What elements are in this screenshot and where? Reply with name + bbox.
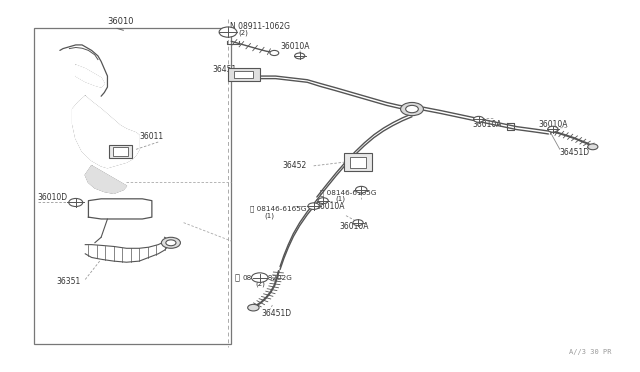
Circle shape — [401, 102, 424, 116]
Text: 36010A: 36010A — [280, 42, 310, 51]
Bar — [109, 145, 132, 158]
Bar — [228, 68, 260, 81]
Text: 08146-8202G: 08146-8202G — [243, 275, 292, 280]
Bar — [113, 147, 128, 155]
Polygon shape — [85, 166, 127, 193]
Text: 36010A: 36010A — [339, 222, 369, 231]
Circle shape — [219, 27, 237, 37]
Bar — [234, 71, 253, 78]
Text: 36451D: 36451D — [560, 148, 590, 157]
Circle shape — [68, 198, 83, 206]
Text: A//3 30 PR: A//3 30 PR — [570, 349, 612, 355]
Text: 36451: 36451 — [212, 65, 236, 74]
Text: 36010A: 36010A — [316, 202, 345, 211]
Text: Ⓑ: Ⓑ — [235, 273, 240, 282]
Circle shape — [220, 28, 236, 36]
Circle shape — [588, 144, 598, 150]
Text: (2): (2) — [239, 30, 249, 36]
Text: (2): (2) — [255, 281, 265, 288]
Circle shape — [254, 274, 266, 281]
Text: (1): (1) — [265, 212, 275, 219]
Circle shape — [166, 240, 176, 246]
Circle shape — [406, 105, 419, 113]
Text: 36010A: 36010A — [539, 120, 568, 129]
Circle shape — [294, 53, 305, 59]
Circle shape — [356, 186, 367, 193]
Text: 36010: 36010 — [108, 17, 134, 26]
Text: N 08911-1062G: N 08911-1062G — [230, 22, 290, 31]
Bar — [351, 157, 365, 168]
Text: 36011: 36011 — [139, 132, 163, 141]
Bar — [344, 153, 372, 171]
Text: Ⓑ 08146-6165G: Ⓑ 08146-6165G — [250, 205, 307, 212]
Circle shape — [474, 116, 484, 122]
Circle shape — [252, 273, 268, 282]
Text: 36451D: 36451D — [262, 309, 292, 318]
Text: 36010D: 36010D — [38, 193, 68, 202]
Text: 36351: 36351 — [57, 277, 81, 286]
Text: 36452: 36452 — [282, 161, 306, 170]
Circle shape — [248, 304, 259, 311]
Circle shape — [548, 126, 558, 132]
Circle shape — [308, 203, 319, 209]
Text: 36010A: 36010A — [472, 120, 502, 129]
Bar — [35, 28, 231, 344]
Circle shape — [318, 198, 328, 203]
Circle shape — [270, 51, 279, 55]
Circle shape — [353, 220, 363, 225]
Polygon shape — [76, 65, 104, 87]
Text: (1): (1) — [335, 195, 345, 202]
Polygon shape — [72, 96, 139, 168]
Circle shape — [161, 237, 180, 248]
Text: Ⓑ 08146-6165G: Ⓑ 08146-6165G — [320, 189, 376, 196]
